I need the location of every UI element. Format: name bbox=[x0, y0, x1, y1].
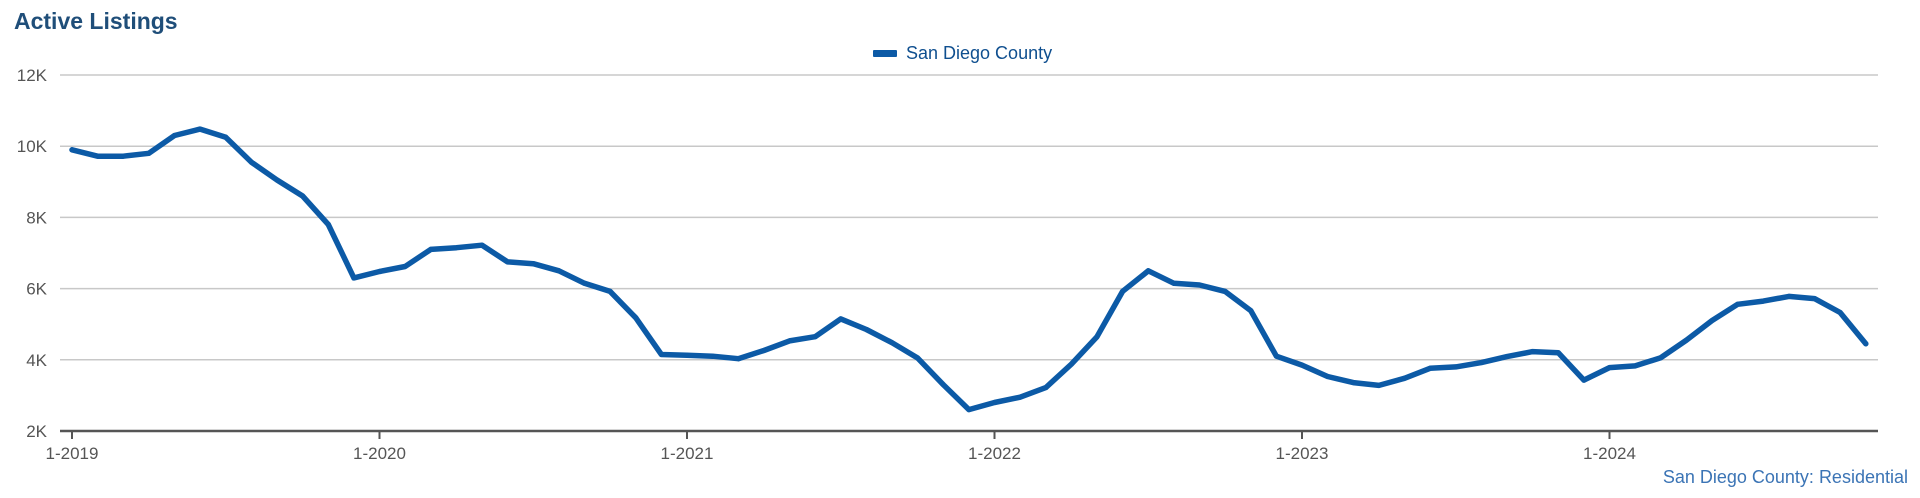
data-point bbox=[710, 353, 716, 359]
data-point bbox=[1017, 394, 1023, 400]
data-point bbox=[787, 338, 792, 344]
data-point bbox=[607, 288, 613, 294]
data-point bbox=[223, 134, 229, 140]
data-point bbox=[1427, 365, 1433, 371]
data-point bbox=[1043, 385, 1049, 391]
legend: San Diego County bbox=[873, 43, 1052, 64]
data-point bbox=[1709, 318, 1715, 324]
y-tick-label: 6K bbox=[26, 280, 47, 299]
data-point bbox=[95, 153, 101, 159]
data-point bbox=[633, 315, 639, 321]
data-point bbox=[1094, 334, 1100, 340]
y-axis-ticks: 2K 4K 6K 8K 10K 12K bbox=[17, 66, 48, 441]
data-point bbox=[479, 242, 485, 248]
series-layer bbox=[69, 126, 1869, 413]
gridlines bbox=[60, 74, 1878, 361]
data-point bbox=[530, 261, 536, 267]
y-tick-label: 10K bbox=[17, 137, 48, 156]
data-point bbox=[172, 133, 177, 138]
data-point bbox=[582, 280, 587, 286]
data-point bbox=[274, 177, 280, 183]
data-point bbox=[658, 352, 664, 357]
data-point bbox=[863, 327, 869, 332]
data-point bbox=[1632, 363, 1638, 369]
data-point bbox=[1683, 337, 1689, 343]
data-point bbox=[325, 222, 331, 227]
data-point bbox=[889, 340, 895, 346]
x-tick-label: 1-2019 bbox=[46, 444, 99, 463]
data-point bbox=[1760, 298, 1766, 304]
x-tick-label: 1-2024 bbox=[1583, 444, 1636, 463]
data-point bbox=[1120, 288, 1126, 294]
data-point bbox=[1453, 364, 1459, 370]
source-label: San Diego County: Residential bbox=[1662, 467, 1908, 487]
data-point bbox=[1478, 360, 1484, 366]
data-point bbox=[1581, 377, 1587, 383]
data-point bbox=[1222, 288, 1228, 294]
chart-title: Active Listings bbox=[14, 8, 178, 34]
data-point bbox=[1325, 374, 1331, 379]
data-point bbox=[684, 352, 690, 358]
data-point bbox=[556, 268, 562, 274]
x-tick-label: 1-2021 bbox=[661, 444, 714, 463]
data-point bbox=[377, 269, 382, 274]
data-point bbox=[1376, 382, 1382, 388]
data-point bbox=[1837, 310, 1843, 315]
legend-label: San Diego County bbox=[906, 43, 1053, 63]
data-point bbox=[120, 153, 126, 159]
legend-swatch bbox=[873, 50, 897, 57]
y-tick-label: 12K bbox=[17, 66, 48, 85]
data-point bbox=[351, 275, 357, 281]
data-point bbox=[1504, 354, 1510, 360]
data-point bbox=[1555, 350, 1561, 356]
data-point bbox=[300, 193, 306, 199]
x-axis: 1-2019 1-2020 1-2021 1-2022 1-2023 1-2024 bbox=[46, 429, 1878, 463]
data-point bbox=[1171, 280, 1177, 286]
x-tick-label: 1-2020 bbox=[353, 444, 406, 463]
data-point bbox=[1197, 282, 1202, 288]
data-point bbox=[940, 382, 946, 388]
data-point bbox=[735, 356, 741, 362]
data-point bbox=[197, 126, 203, 132]
data-point bbox=[453, 245, 459, 251]
y-tick-label: 4K bbox=[26, 351, 47, 370]
x-tick-label: 1-2022 bbox=[968, 444, 1021, 463]
data-point bbox=[1299, 362, 1305, 368]
data-point bbox=[248, 159, 254, 165]
data-point bbox=[1402, 375, 1407, 381]
data-point bbox=[1273, 353, 1279, 359]
data-point bbox=[505, 259, 511, 265]
data-point bbox=[1530, 349, 1536, 355]
data-point bbox=[1658, 355, 1664, 361]
data-point bbox=[1068, 361, 1074, 367]
data-point bbox=[1812, 296, 1817, 302]
data-point bbox=[402, 264, 408, 269]
series-line-san-diego-county bbox=[69, 126, 1869, 413]
data-point bbox=[1145, 268, 1151, 274]
data-point bbox=[1350, 380, 1356, 386]
data-point bbox=[1786, 293, 1792, 299]
data-point bbox=[812, 334, 818, 340]
data-point bbox=[966, 407, 972, 413]
data-point bbox=[761, 348, 767, 353]
y-tick-label: 8K bbox=[26, 208, 47, 227]
data-point bbox=[838, 316, 844, 322]
x-tick-label: 1-2023 bbox=[1276, 444, 1329, 463]
data-point bbox=[1248, 308, 1254, 314]
y-tick-label: 2K bbox=[26, 422, 47, 441]
data-point bbox=[1863, 341, 1869, 347]
data-point bbox=[1735, 301, 1741, 307]
data-point bbox=[992, 400, 997, 405]
data-point bbox=[146, 150, 152, 156]
data-point bbox=[428, 246, 434, 252]
data-point bbox=[915, 355, 921, 361]
data-point bbox=[1607, 365, 1612, 371]
data-point bbox=[69, 147, 75, 153]
